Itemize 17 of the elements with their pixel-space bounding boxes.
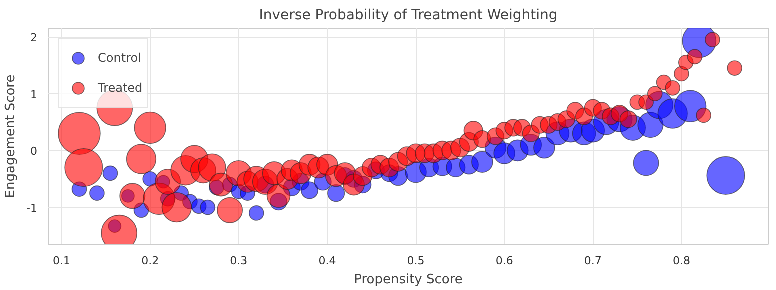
x-tick-label: 0.2 (142, 254, 160, 268)
y-tick-label: 0 (30, 145, 38, 158)
y-tick-label: 2 (30, 32, 38, 45)
x-tick-label: 0.1 (53, 254, 71, 268)
x-tick-label: 0.3 (230, 254, 248, 268)
x-tick-label: 0.7 (584, 254, 602, 268)
x-axis-title: Propensity Score (354, 272, 463, 288)
y-axis-title: Engagement Score (4, 74, 19, 198)
x-tick-label: 0.8 (672, 254, 690, 268)
x-tick-label: 0.4 (318, 254, 336, 268)
legend-label: Treated (98, 81, 143, 95)
x-tick-label: 0.5 (407, 254, 425, 268)
x-tick-label: 0.6 (496, 254, 514, 268)
y-tick-label: 1 (30, 88, 38, 102)
y-tick-label: -1 (26, 202, 38, 216)
legend-label: Control (98, 51, 142, 65)
chart-title: Inverse Probability of Treatment Weighting (259, 8, 558, 24)
